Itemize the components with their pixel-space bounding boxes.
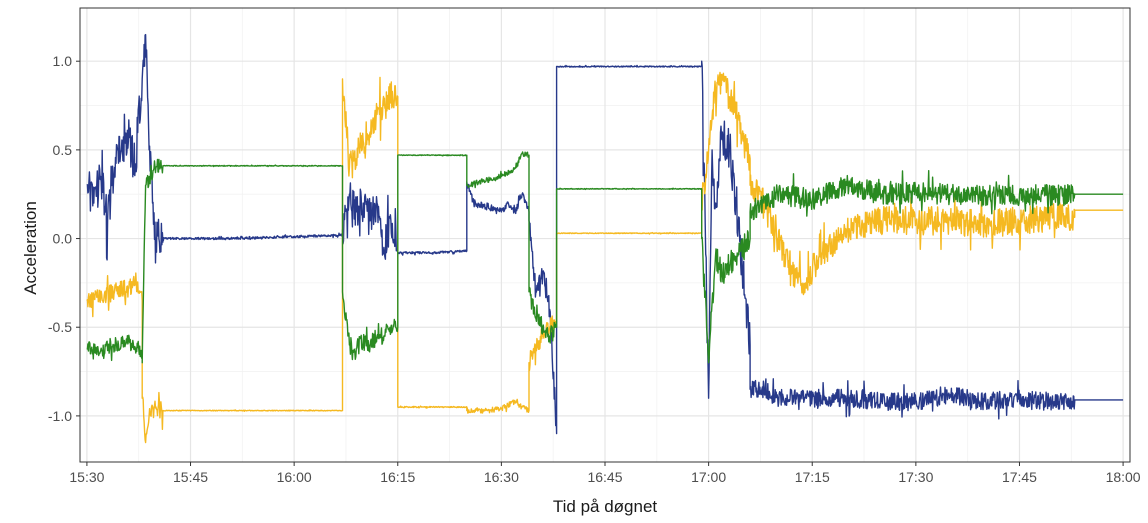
x-tick-label: 16:30 — [484, 469, 519, 485]
y-axis-title: Acceleration — [21, 201, 40, 295]
y-tick-label: 0.5 — [53, 142, 73, 158]
x-tick-label: 17:00 — [691, 469, 726, 485]
x-axis-title: Tid på døgnet — [553, 497, 658, 516]
x-axis: 15:30 15:45 16:00 16:15 16:30 16:45 17:00 17:15… — [69, 462, 1141, 485]
x-tick-label: 15:30 — [69, 469, 104, 485]
x-tick-label: 15:45 — [173, 469, 208, 485]
x-tick-label: 18:00 — [1106, 469, 1141, 485]
y-tick-label: 0.0 — [53, 231, 73, 247]
x-tick-label: 17:45 — [1002, 469, 1037, 485]
x-tick-label: 16:45 — [587, 469, 622, 485]
series-layer — [86, 33, 1124, 444]
series-line-yellow — [86, 71, 1124, 444]
series-line-blue — [86, 33, 1124, 435]
x-tick-label: 17:15 — [795, 469, 830, 485]
x-tick-label: 17:30 — [898, 469, 933, 485]
y-tick-label: -0.5 — [48, 319, 72, 335]
grid — [80, 8, 1130, 462]
x-tick-label: 16:00 — [277, 469, 312, 485]
series-line-green — [86, 151, 1124, 364]
x-tick-label: 16:15 — [380, 469, 415, 485]
y-axis: -1.0 -0.5 0.0 0.5 1.0 — [48, 53, 80, 424]
y-tick-label: -1.0 — [48, 408, 72, 424]
y-tick-label: 1.0 — [53, 53, 73, 69]
